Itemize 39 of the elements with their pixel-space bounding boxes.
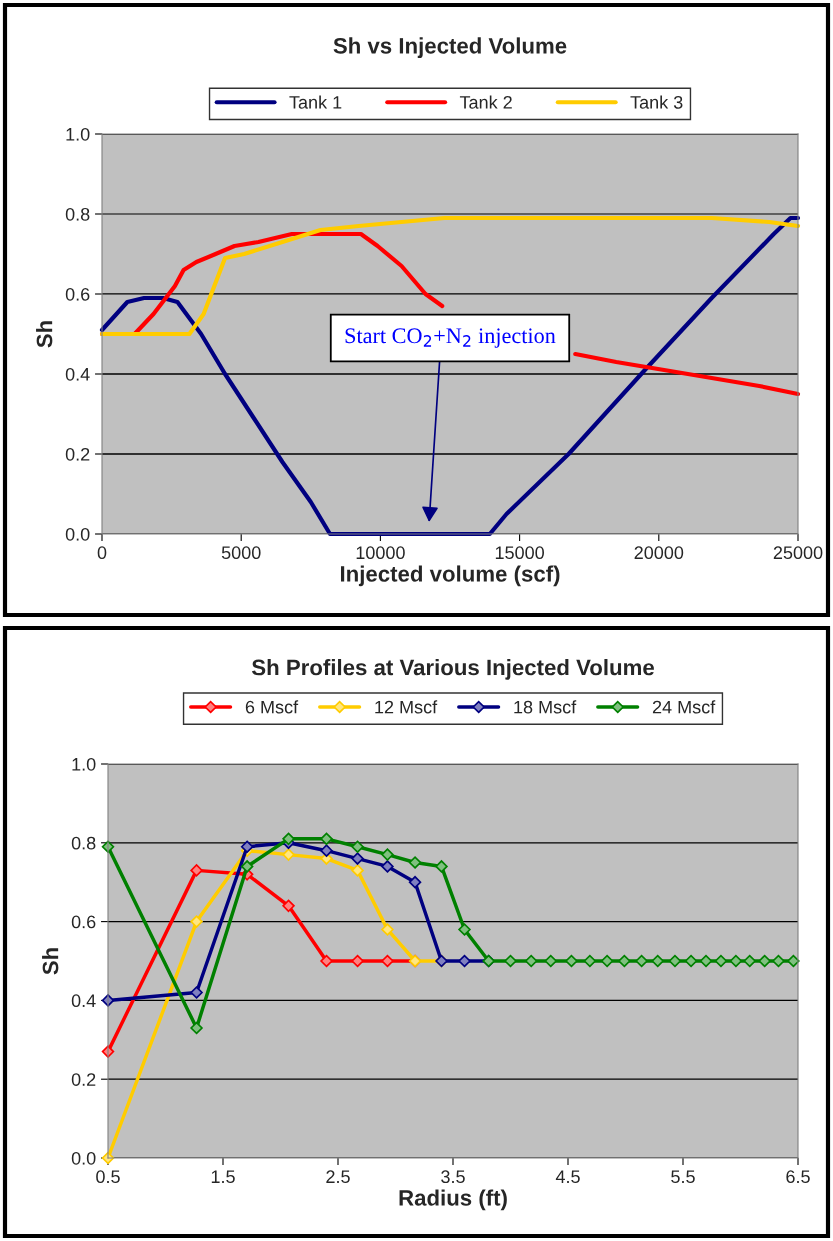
x-tick-label: 10000 bbox=[356, 546, 405, 560]
legend-label: 24 Mscf bbox=[652, 700, 716, 714]
chart-title: Sh vs Injected Volume bbox=[333, 37, 567, 59]
y-axis-title: Sh bbox=[36, 321, 53, 348]
x-tick-label: 5000 bbox=[221, 546, 261, 560]
y-tick-label: 0.2 bbox=[71, 1073, 96, 1086]
chart-title: Sh Profiles at Various Injected Volume bbox=[251, 659, 654, 680]
y-tick-label: 1.0 bbox=[72, 757, 96, 771]
x-tick-label: 5.5 bbox=[671, 1170, 695, 1184]
y-tick-label: 0.6 bbox=[65, 287, 90, 301]
x-tick-label: 3.5 bbox=[441, 1170, 465, 1184]
x-tick-label: 15000 bbox=[495, 546, 544, 560]
x-tick-label: 4.5 bbox=[555, 1170, 580, 1184]
x-tick-label: 1.5 bbox=[211, 1170, 235, 1184]
x-axis-title: Radius (ft) bbox=[399, 1189, 507, 1211]
y-tick-label: 0.0 bbox=[65, 527, 90, 541]
x-axis-title: Injected volume (scf) bbox=[340, 565, 560, 587]
annotation: Start CO$_{2}$+N$_{2}$ injection bbox=[345, 328, 556, 348]
legend-label: 18 Mscf bbox=[514, 700, 577, 714]
legend-label: 6 Mscf bbox=[245, 700, 299, 714]
y-tick-label: 0.4 bbox=[65, 367, 90, 381]
x-tick-label: 0.5 bbox=[96, 1170, 120, 1184]
y-axis-title: Sh bbox=[42, 948, 59, 975]
y-tick-label: 0.6 bbox=[71, 915, 96, 929]
x-tick-label: 25000 bbox=[773, 546, 823, 560]
x-tick-label: 0 bbox=[97, 546, 107, 560]
legend-label: 12 Mscf bbox=[375, 700, 438, 714]
x-tick-label: 2.5 bbox=[326, 1170, 350, 1184]
x-tick-label: 20000 bbox=[634, 546, 684, 560]
y-tick-label: 0.8 bbox=[65, 207, 90, 221]
y-tick-label: 0.4 bbox=[71, 994, 96, 1008]
y-tick-label: 0.0 bbox=[71, 1151, 96, 1165]
legend-label: Tank 2 bbox=[459, 95, 512, 109]
x-tick-label: 6.5 bbox=[786, 1170, 810, 1184]
legend-label: Tank 1 bbox=[289, 95, 342, 109]
y-tick-label: 1.0 bbox=[66, 127, 90, 141]
legend-label: Tank 3 bbox=[630, 95, 683, 109]
y-tick-label: 0.8 bbox=[71, 836, 96, 850]
y-tick-label: 0.2 bbox=[65, 447, 90, 461]
